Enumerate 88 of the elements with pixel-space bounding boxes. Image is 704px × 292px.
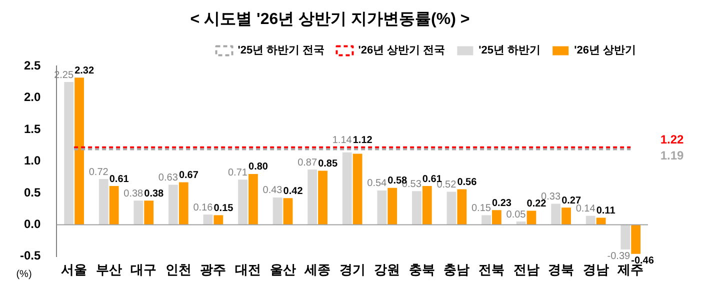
bar [620,224,630,250]
data-label: 0.14 [576,204,596,215]
bar [492,210,502,225]
y-tick-label: 1.0 [24,154,41,168]
bar [318,170,328,225]
x-tick-label: 세종 [304,262,331,277]
x-tick-label: 울산 [270,262,296,277]
bar [342,152,352,225]
bar [203,214,213,225]
data-label: 0.72 [88,166,109,178]
data-label: 0.16 [193,202,214,214]
x-tick-label: 강원 [374,262,400,277]
bar [283,198,293,225]
bar [388,188,398,225]
x-tick-label: 부산 [96,262,122,277]
data-label: -0.39 [607,251,631,262]
bar [238,180,248,225]
x-tick-label: 충남 [444,262,470,277]
data-label: 0.11 [596,205,616,216]
legend-label: '26년 상반기 전국 [358,44,446,57]
bar [422,186,432,225]
bar [98,179,108,225]
y-tick-label: 2.5 [24,58,41,73]
legend-label: '25년 하반기 전국 [238,44,325,57]
data-label: 0.71 [228,167,248,178]
x-tick-label: 전북 [478,262,504,277]
bar [168,184,178,225]
y-tick-label: 2.0 [24,90,41,104]
data-label: 0.56 [457,176,478,188]
y-tick-label: 1.5 [24,122,41,136]
bar [74,78,84,225]
data-label: 0.85 [318,158,338,170]
bar [377,190,387,225]
data-label: 1.14 [332,135,352,146]
data-label: 0.38 [144,188,164,200]
bar [631,224,641,254]
bar [272,197,282,225]
data-label: 0.61 [109,174,130,185]
bar [109,186,119,225]
bar [352,154,362,225]
data-label: 0.15 [214,202,234,214]
bar [144,200,154,225]
data-label: 0.67 [178,170,199,181]
text: 1.22 [660,132,684,147]
bar [134,200,144,225]
bar [412,191,422,225]
data-label: 0.05 [506,209,526,220]
y-tick-label: -0.5 [20,248,41,263]
x-tick-label: 인천 [165,262,192,277]
bar [446,192,456,225]
data-label: 2.32 [74,65,94,76]
bar [308,170,318,225]
bar [64,82,74,225]
y-tick-label: 0.5 [24,185,41,200]
data-label: 1.12 [352,135,373,146]
bar [248,174,258,225]
x-tick-label: 충북 [408,262,435,277]
bar [457,189,467,225]
bar [562,208,571,225]
chart-title: < 시도별 '26년 상반기 지가변동률(%) > [190,11,470,28]
x-tick-label: 대전 [234,262,261,277]
data-label: 0.63 [158,172,178,184]
bar [214,215,224,225]
x-tick-label: 대구 [130,262,157,277]
data-label: 0.87 [298,157,318,168]
bar [482,215,491,225]
data-label: 0.43 [262,185,283,196]
data-label: 0.80 [248,162,268,173]
bar [178,182,188,225]
x-tick-label: 서울 [61,262,88,277]
legend-label: '25년 하반기 [478,44,541,57]
x-tick-label: 전남 [513,262,540,277]
x-tick-label: 경남 [582,262,609,277]
text: 1.19 [660,148,684,163]
y-tick-label: 0.0 [24,217,41,232]
x-tick-label: 경북 [548,262,574,277]
x-tick-label: 경기 [339,262,366,277]
data-label: 0.42 [283,186,304,197]
data-label: 0.15 [471,202,492,214]
bar [586,216,596,225]
legend-label: '26년 상반기 [574,44,636,57]
x-tick-label: 광주 [200,262,226,277]
data-label: 0.23 [492,198,512,209]
bar [551,204,561,225]
data-label: 0.22 [526,198,547,210]
y-axis-title: (%) [16,268,32,280]
data-label: 0.38 [124,188,144,200]
data-label: 0.54 [367,178,388,190]
